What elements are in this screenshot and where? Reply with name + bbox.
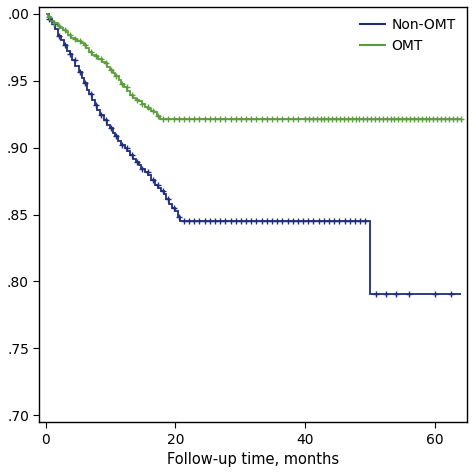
Legend: Non-OMT, OMT: Non-OMT, OMT [356,14,460,57]
X-axis label: Follow-up time, months: Follow-up time, months [167,452,339,467]
